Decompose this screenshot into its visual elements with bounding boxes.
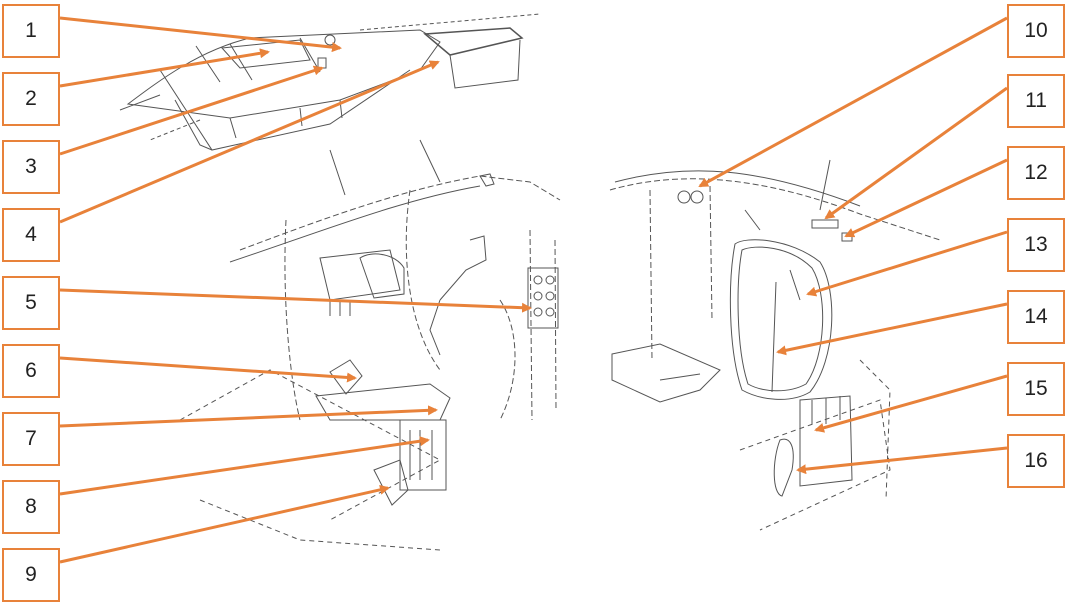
callout-box-1: 1 (2, 4, 60, 58)
callout-box-9: 9 (2, 548, 60, 602)
leader-line-5 (59, 288, 532, 313)
callout-box-13: 13 (1007, 218, 1065, 272)
callout-box-4: 4 (2, 208, 60, 262)
callout-box-12: 12 (1007, 146, 1065, 200)
leader-line-11 (824, 86, 1008, 220)
leader-line-14 (776, 302, 1008, 356)
leader-line-3 (59, 65, 324, 156)
callout-box-11: 11 (1007, 74, 1065, 128)
callout-box-5: 5 (2, 276, 60, 330)
callout-box-16: 16 (1007, 434, 1065, 488)
callout-label: 3 (25, 155, 37, 178)
leader-line-16 (796, 446, 1008, 475)
leader-line-1 (59, 16, 342, 53)
callout-box-15: 15 (1007, 362, 1065, 416)
leader-line-2 (59, 48, 270, 88)
callout-label: 8 (25, 495, 37, 518)
callout-label: 15 (1024, 377, 1048, 400)
leader-line-10 (698, 16, 1008, 188)
leader-line-7 (59, 405, 438, 428)
callout-label: 10 (1024, 19, 1048, 42)
leader-line-6 (59, 356, 357, 383)
callout-label: 12 (1024, 161, 1048, 184)
callout-label: 1 (25, 19, 37, 42)
leader-line-15 (814, 374, 1008, 433)
callout-label: 14 (1024, 305, 1048, 328)
canopy-drawing (119, 13, 541, 151)
callout-box-8: 8 (2, 480, 60, 534)
callout-box-6: 6 (2, 344, 60, 398)
leader-line-12 (844, 158, 1008, 238)
callout-label: 2 (25, 87, 37, 110)
callout-label: 6 (25, 359, 37, 382)
callout-label: 5 (25, 291, 37, 314)
left-cockpit-drawing (179, 139, 561, 551)
leader-line-13 (806, 230, 1008, 297)
right-cabin-drawing (609, 159, 941, 531)
callout-label: 13 (1024, 233, 1048, 256)
callout-label: 9 (25, 563, 37, 586)
callout-box-7: 7 (2, 412, 60, 466)
callout-box-2: 2 (2, 72, 60, 126)
callout-label: 4 (25, 223, 37, 246)
callout-box-3: 3 (2, 140, 60, 194)
leader-lines (59, 16, 1008, 564)
leader-line-8 (59, 436, 430, 496)
leader-line-4 (59, 60, 440, 224)
callout-box-10: 10 (1007, 4, 1065, 58)
callout-label: 16 (1024, 449, 1048, 472)
callout-label: 11 (1025, 89, 1047, 112)
leader-line-9 (59, 484, 390, 564)
callout-label: 7 (25, 427, 37, 450)
callout-box-14: 14 (1007, 290, 1065, 344)
